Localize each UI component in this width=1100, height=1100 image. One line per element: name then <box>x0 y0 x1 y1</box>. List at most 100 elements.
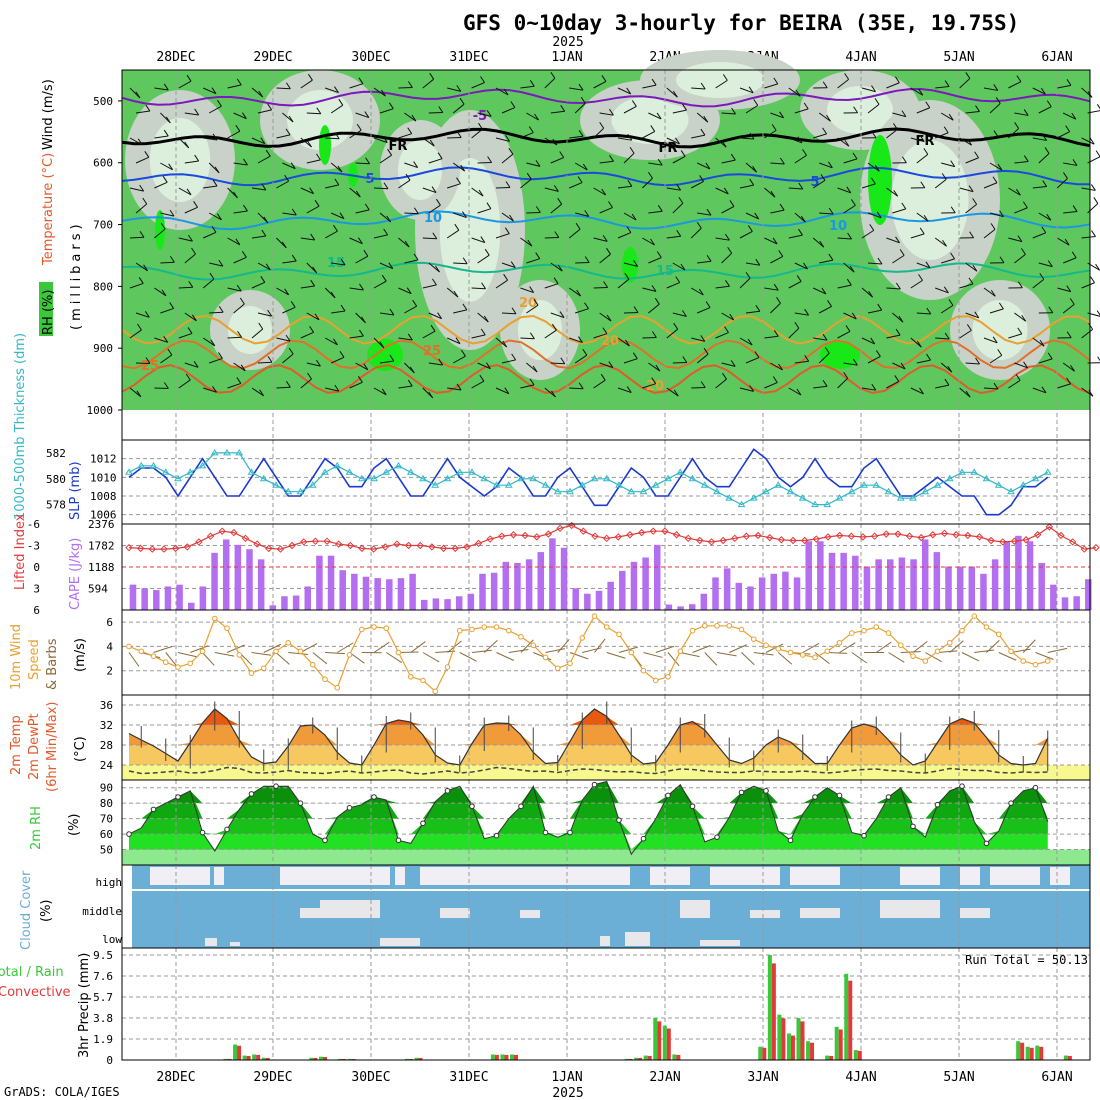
cape-bar <box>968 566 976 610</box>
wind-barb-feather <box>312 266 318 274</box>
wind-barb-feather <box>944 80 950 87</box>
thickness-point <box>137 461 146 469</box>
rh-tick-label: 90 <box>100 782 113 795</box>
lifted-index-point <box>707 538 716 546</box>
contour-label: -5 <box>473 109 487 124</box>
wind10m-point <box>432 688 439 695</box>
wind-barb <box>306 362 321 367</box>
wind-barb-feather <box>405 173 411 181</box>
wind-barb-feather <box>627 133 633 141</box>
wind-barb-feather <box>868 290 873 298</box>
wind-barb-feather <box>852 152 858 160</box>
wind-barb-feather <box>633 260 639 267</box>
wind-barb <box>160 212 175 217</box>
wind-barb-feather <box>1017 281 1023 289</box>
wind-barb-feather <box>486 202 492 209</box>
high-cloud-gap <box>1050 867 1070 885</box>
wind-barb <box>837 137 850 147</box>
wind-label: Wind (m/s) <box>41 79 56 150</box>
wind-barb <box>300 378 312 389</box>
wind-barb-feather <box>798 228 803 236</box>
wind-barb <box>910 87 924 96</box>
thickness-point <box>933 481 942 488</box>
wind-barb <box>910 279 923 289</box>
wind10m-point <box>371 624 377 630</box>
rh2m-point <box>150 806 157 813</box>
thickness-point <box>884 487 893 495</box>
high-cloud-gap <box>990 867 1040 885</box>
wind-barb <box>1038 153 1050 164</box>
wind-barb-feather <box>137 323 142 331</box>
precip-legend: Total / Rain Convective 3hr Precip (mm) <box>0 953 92 1058</box>
cape-bar <box>432 598 440 610</box>
wind-barb <box>892 112 907 118</box>
wind-barb <box>794 154 807 164</box>
wind-barb-feather <box>291 254 297 262</box>
wind-barb-feather <box>846 278 852 286</box>
wind-barb-feather <box>212 133 218 141</box>
wind-barb <box>843 262 855 273</box>
wind10m-point <box>481 624 488 630</box>
bottom-day-label: 29DEC <box>253 1070 292 1085</box>
wind-barb <box>672 155 686 164</box>
lifted-index-point <box>195 538 203 546</box>
warm-temperature-contour <box>121 339 1091 370</box>
wind-barb <box>691 337 705 342</box>
wind-barb <box>349 129 362 139</box>
wind-barb-feather <box>606 314 612 322</box>
wind-barb-feather <box>481 282 486 290</box>
precip-tick-label: 7.6 <box>93 970 113 983</box>
wind-barb <box>184 362 199 368</box>
wind10m-point <box>346 652 353 658</box>
low-cloud-gap <box>380 938 420 946</box>
thickness-point <box>517 474 525 482</box>
rh2m-point <box>910 823 916 830</box>
wind10m-barb <box>949 640 964 653</box>
wind-barb-feather <box>822 81 828 89</box>
wind-barb-feather <box>285 128 291 136</box>
wind-barb-feather <box>608 361 614 368</box>
cape-bar <box>444 599 451 610</box>
wind-barb <box>227 287 242 292</box>
wind-barb-feather <box>966 324 972 331</box>
wind-barb <box>989 103 1001 114</box>
thickness-point <box>566 487 574 495</box>
wind-barb <box>941 258 955 264</box>
lifted-index-point <box>812 535 821 543</box>
cape-bar <box>1003 541 1010 610</box>
wind10m-point <box>591 613 598 619</box>
wind-barb-feather <box>160 222 166 230</box>
wind-barb-feather <box>1041 386 1047 394</box>
thickness-point <box>786 487 795 495</box>
wind-barb-feather <box>553 277 559 284</box>
wind-barb-feather <box>632 352 638 359</box>
wind-barb-feather <box>901 156 907 164</box>
precip-total-bar <box>834 1026 839 1060</box>
rh2m-point <box>518 803 524 810</box>
precip-total-bar <box>1025 1046 1030 1060</box>
run-total-label: Run Total = 50.13 <box>965 953 1088 967</box>
wind-barb-feather <box>404 240 410 248</box>
rh-saturated-region <box>155 210 165 250</box>
wind-barb <box>330 356 345 364</box>
wind-barb-feather <box>218 352 223 359</box>
wind-barb-feather <box>747 338 753 346</box>
wind-barb-feather <box>965 390 971 398</box>
wind-barb <box>202 87 217 95</box>
wind-barb <box>745 104 759 114</box>
lifted-index-point <box>276 545 285 553</box>
wind-barb-feather <box>901 202 907 210</box>
wind10m-point <box>787 649 794 656</box>
wind-barb-feather <box>578 130 584 137</box>
wind-barb-feather <box>290 301 296 308</box>
wind-barb <box>184 206 198 214</box>
wind-barb-feather <box>1095 263 1100 271</box>
wind-barb <box>282 112 294 123</box>
wind-barb-feather <box>624 272 630 280</box>
top-day-label: 4JAN <box>845 50 876 65</box>
wind-barb <box>983 387 999 390</box>
wind-barb <box>910 137 925 143</box>
wind-barb <box>818 112 831 122</box>
wind-barb-feather <box>511 353 517 361</box>
